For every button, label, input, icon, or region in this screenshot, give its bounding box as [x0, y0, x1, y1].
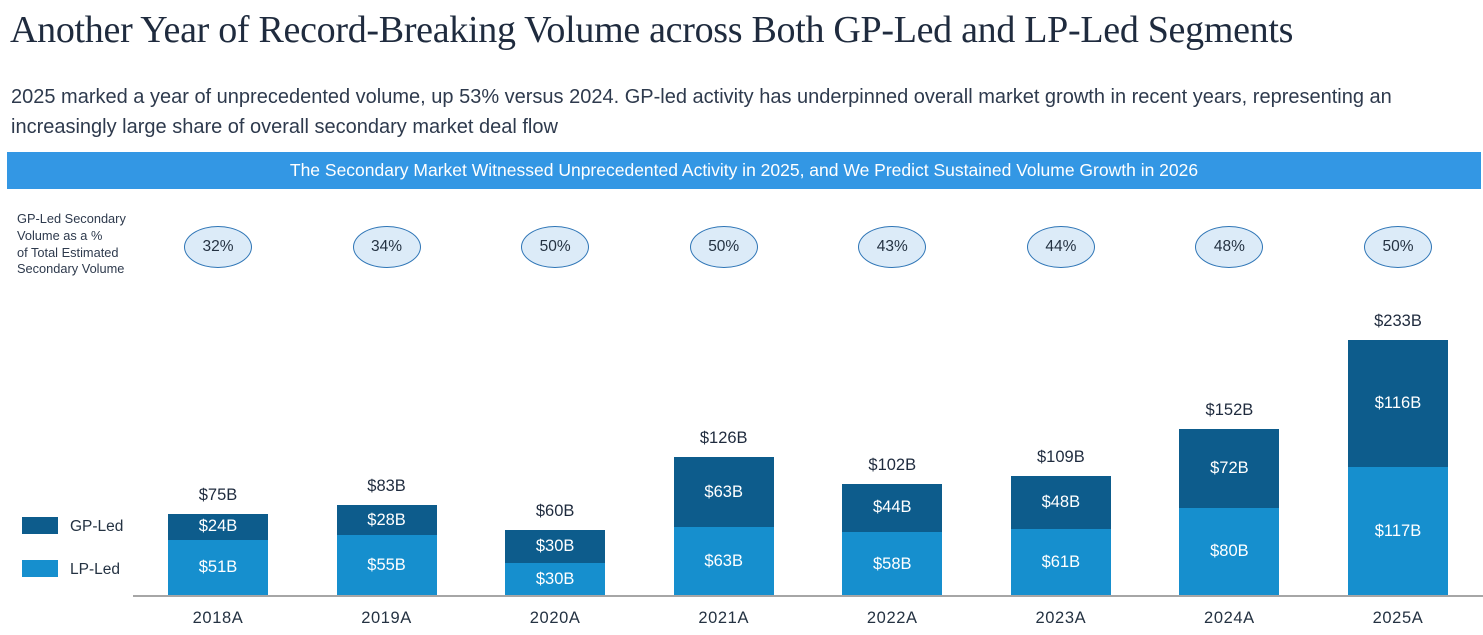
gp-share-axis-label-line: Secondary Volume — [17, 261, 125, 277]
lp-led-segment-value: $61B — [1041, 552, 1081, 571]
legend-label-lp-led: LP-Led — [70, 561, 120, 578]
x-axis-label: 2024A — [1204, 609, 1255, 627]
lp-led-segment: $117B — [1347, 467, 1448, 596]
gp-share-axis-label-line: Volume as a % — [17, 227, 103, 243]
x-axis-label: 2018A — [192, 609, 244, 627]
gp-led-segment: $48B — [1010, 476, 1111, 529]
x-axis-line — [133, 595, 1483, 597]
gp-led-segment: $116B — [1347, 339, 1448, 468]
x-axis-label: 2023A — [1035, 609, 1087, 627]
legend-label-gp-led: GP-Led — [70, 518, 124, 535]
bar-total-label: $60B — [535, 502, 575, 520]
gp-share-badge: 50% — [521, 226, 590, 268]
gp-led-segment-value: $63B — [704, 482, 743, 501]
lp-led-segment-value: $117B — [1374, 522, 1422, 541]
gp-share-axis-label-line: of Total Estimated — [17, 244, 119, 260]
gp-led-segment-value: $28B — [367, 510, 406, 529]
lp-led-segment: $80B — [1179, 507, 1280, 596]
lp-led-segment: $63B — [673, 526, 774, 596]
gp-led-segment-value: $72B — [1210, 458, 1249, 477]
bar-total-label: $109B — [1036, 448, 1085, 467]
bar-2024A: $72B $80B — [1179, 428, 1280, 596]
lp-led-segment: $51B — [168, 539, 268, 596]
x-axis-label: 2020A — [529, 609, 581, 627]
bar-total-label: $75B — [198, 485, 238, 504]
gp-share-badge: 50% — [689, 226, 758, 268]
bar-2023A: $48B $61B — [1010, 476, 1111, 596]
bar-2022A: $44B $58B — [842, 483, 943, 596]
banner-text: The Secondary Market Witnessed Unprecede… — [289, 160, 1199, 180]
bar-total-label: $152B — [1205, 400, 1254, 419]
lp-led-segment: $58B — [842, 532, 943, 596]
gp-share-badge: 32% — [184, 226, 252, 268]
gp-share-badge: 50% — [1363, 226, 1432, 268]
lp-led-segment-value: $51B — [198, 558, 238, 577]
gp-led-segment-value: $116B — [1374, 393, 1422, 412]
gp-led-segment: $30B — [505, 530, 606, 563]
bar-total-label: $83B — [367, 476, 406, 495]
legend-swatch-lp-led — [22, 560, 58, 577]
bar-2018A: $24B $51B — [168, 513, 268, 597]
bar-total-label: $233B — [1374, 311, 1422, 330]
bar-2021A: $63B $63B — [673, 457, 774, 596]
page-title: Another Year of Record-Breaking Volume a… — [10, 9, 1294, 51]
gp-led-segment: $24B — [168, 513, 268, 540]
gp-led-segment: $44B — [842, 483, 943, 533]
bar-total-label: $126B — [699, 429, 748, 448]
x-axis-label: 2025A — [1372, 609, 1424, 627]
gp-led-segment-value: $44B — [872, 498, 912, 517]
gp-share-badge: 48% — [1195, 226, 1264, 268]
x-axis-label: 2021A — [698, 609, 750, 627]
bar-2020A: $30B $30B — [505, 530, 606, 596]
bar-2019A: $28B $55B — [336, 504, 437, 596]
x-axis-label: 2019A — [361, 609, 412, 627]
lp-led-segment: $61B — [1010, 528, 1111, 596]
lp-led-segment-value: $58B — [872, 554, 912, 573]
lp-led-segment-value: $55B — [367, 556, 406, 575]
gp-led-segment: $72B — [1179, 428, 1280, 508]
banner: The Secondary Market Witnessed Unprecede… — [7, 152, 1481, 189]
gp-led-segment-value: $30B — [535, 537, 575, 555]
gp-share-axis-label-line: GP-Led Secondary — [17, 211, 126, 226]
bar-2025A: $116B $117B — [1347, 339, 1448, 596]
lp-led-segment-value: $63B — [704, 551, 743, 570]
x-axis-label: 2022A — [866, 609, 918, 627]
gp-share-badge: 34% — [352, 226, 421, 268]
gp-led-segment-value: $48B — [1041, 492, 1081, 511]
gp-led-segment-value: $24B — [198, 517, 238, 536]
lp-led-segment: $55B — [336, 535, 437, 596]
gp-share-axis-label: GP-Led Secondary Volume as a % of Total Es… — [17, 211, 126, 278]
gp-share-badge: 44% — [1026, 226, 1095, 268]
lp-led-segment: $30B — [505, 563, 606, 596]
lp-led-segment-value: $80B — [1210, 542, 1249, 561]
gp-led-segment: $28B — [336, 504, 437, 536]
legend-swatch-gp-led — [22, 517, 58, 534]
gp-led-segment: $63B — [673, 457, 774, 527]
page-subtitle: 2025 marked a year of unprecedented volu… — [11, 86, 1392, 138]
lp-led-segment-value: $30B — [535, 570, 575, 588]
gp-share-badge: 43% — [858, 226, 927, 268]
bar-total-label: $102B — [868, 455, 917, 474]
